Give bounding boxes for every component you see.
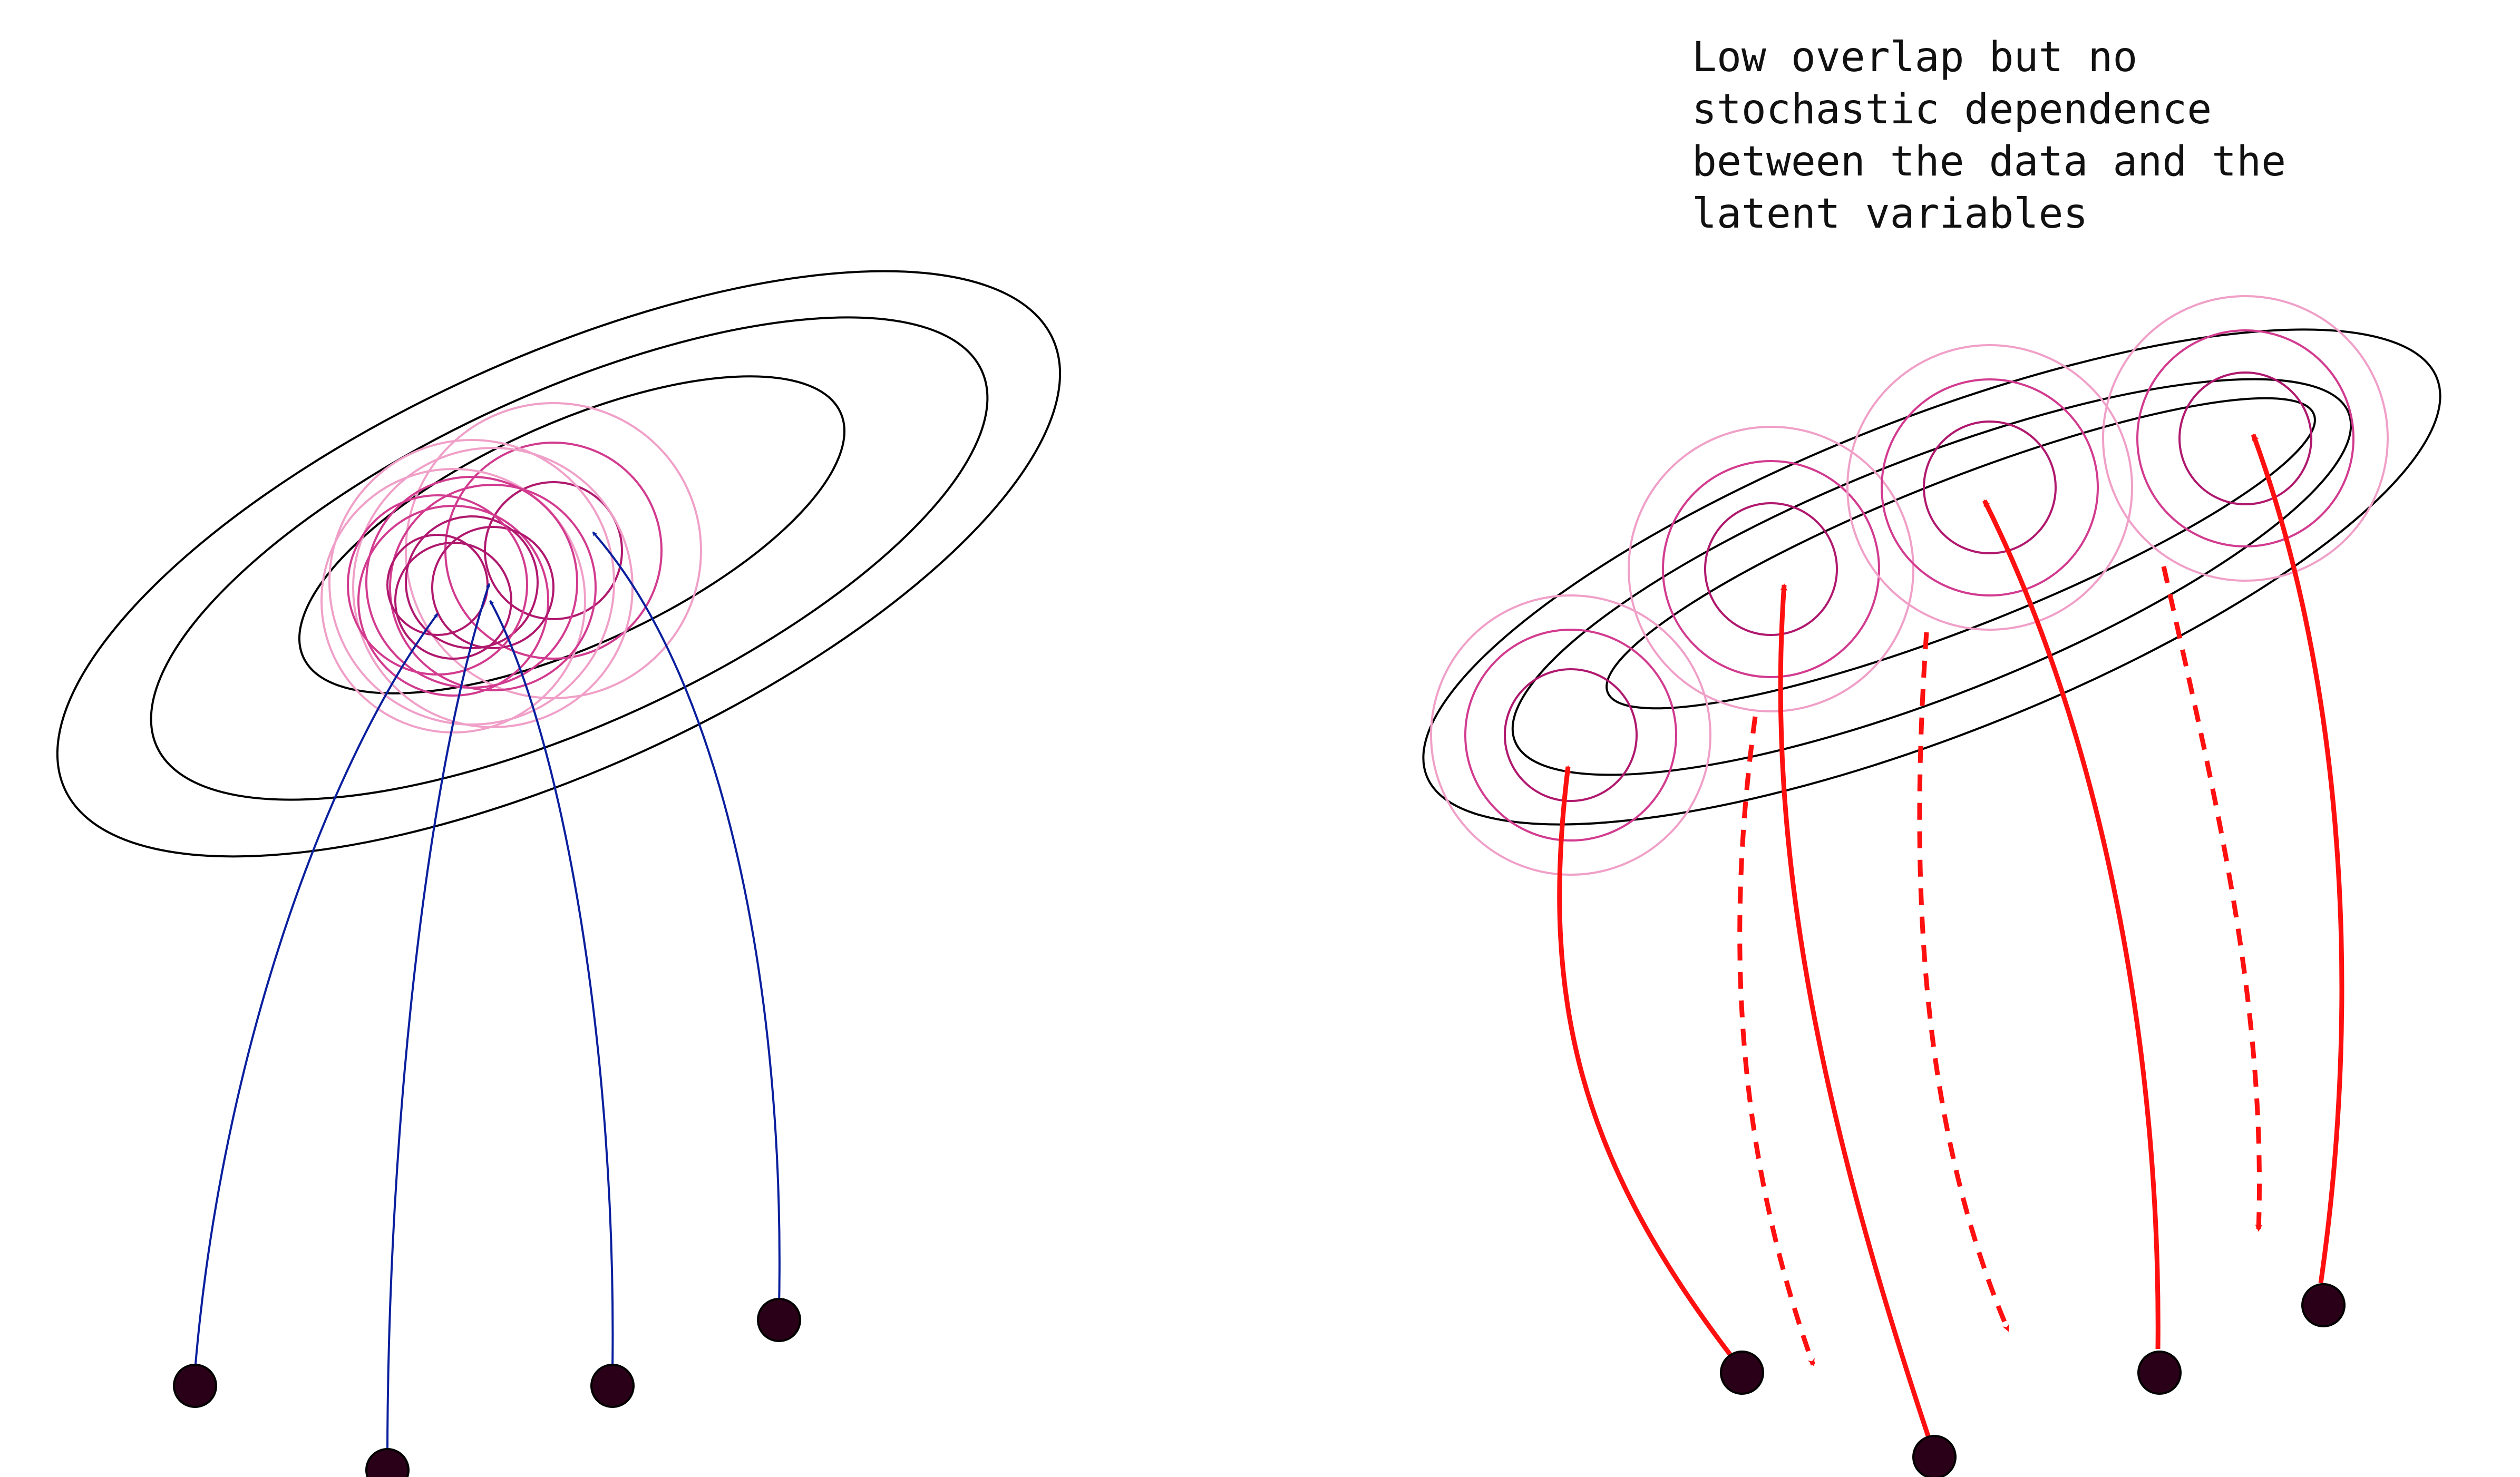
data-point-icon <box>1912 1435 1957 1477</box>
right-data-points <box>1720 1283 2346 1477</box>
decoder-dashed-arrow-icon <box>1917 632 2011 1332</box>
annotation-line: between the data and the <box>1692 138 2287 185</box>
annotation-text: Low overlap but no stochastic dependence… <box>1692 32 2430 240</box>
data-point-icon <box>1720 1351 1764 1395</box>
encoder-arrow-icon <box>194 613 439 1371</box>
posterior-contour-icon <box>405 402 702 699</box>
data-point-icon <box>590 1364 635 1408</box>
decoder-dashed-arrow-icon <box>1737 716 1816 1366</box>
decoder-dashed-arrow-icon <box>2161 566 2263 1232</box>
data-point-icon <box>173 1364 217 1408</box>
annotation-line: stochastic dependence <box>1692 86 2212 133</box>
right-decoder-arrows <box>1737 566 2263 1366</box>
encoder-arrow-icon <box>592 531 781 1307</box>
right-prior-ellipse-mid <box>1511 378 2352 776</box>
left-panel <box>56 270 1062 1477</box>
left-posterior-contours <box>320 402 702 733</box>
right-prior-ellipses <box>1422 328 2441 826</box>
posterior-contour-icon <box>352 447 634 728</box>
encoder-arrow-icon <box>2251 433 2344 1284</box>
left-encoder-arrows <box>194 531 781 1458</box>
encoder-arrow-icon <box>1778 583 1931 1437</box>
left-prior-ellipse-inner <box>298 375 845 695</box>
encoder-arrow-icon <box>1982 499 2161 1349</box>
posterior-contour-icon <box>1628 426 1914 712</box>
left-prior-ellipses <box>56 270 1062 858</box>
annotation-line: Low overlap but no <box>1692 34 2138 81</box>
posterior-contour-icon <box>347 494 528 676</box>
data-point-icon <box>2301 1283 2346 1327</box>
posterior-contour-icon <box>1846 344 2133 631</box>
posterior-contour-icon <box>328 439 615 726</box>
left-prior-ellipse-outer <box>56 270 1062 858</box>
encoder-arrow-icon <box>489 600 614 1371</box>
encoder-arrow-icon <box>386 583 491 1458</box>
data-point-icon <box>757 1298 801 1342</box>
right-panel <box>1422 295 2441 1477</box>
annotation-line: latent variables <box>1692 190 2088 238</box>
posterior-contour-icon <box>2102 295 2389 582</box>
data-point-icon <box>365 1448 410 1477</box>
encoder-arrow-icon <box>1557 765 1732 1356</box>
data-point-icon <box>2137 1351 2182 1395</box>
right-prior-ellipse-inner <box>1606 397 2316 710</box>
posterior-contour-icon <box>1430 594 1711 876</box>
left-prior-ellipse-mid <box>150 316 989 801</box>
right-encoder-arrows <box>1557 433 2344 1437</box>
left-data-points <box>173 1298 801 1477</box>
right-posterior-contours <box>1430 295 2389 876</box>
right-prior-ellipse-outer <box>1422 328 2441 826</box>
